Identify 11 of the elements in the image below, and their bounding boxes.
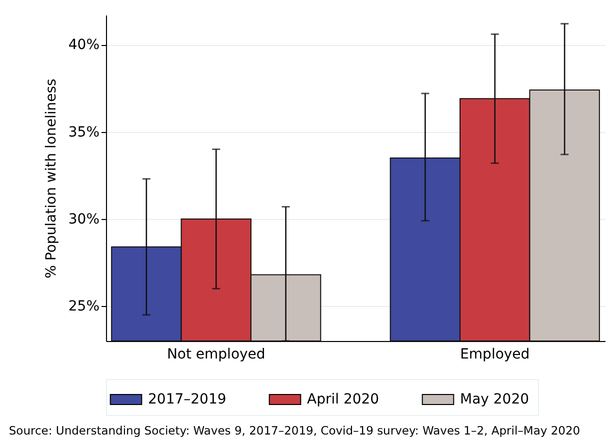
legend-label: May 2020 [460,391,530,408]
legend-label: 2017–2019 [148,391,226,408]
legend-label: April 2020 [307,391,380,408]
y-tick-label: 25% [68,298,100,315]
y-tick-label: 40% [68,37,100,54]
y-axis-title: % Population with loneliness [43,78,60,278]
x-tick-label: Employed [460,346,530,362]
y-tick-label: 35% [68,124,100,140]
source-note: Source: Understanding Society: Waves 9, 2017–2019, Covid–19 survey: Waves 1–2, April–May 2020 [8,424,580,438]
x-tick-label: Not employed [166,346,266,362]
y-tick-label: 30% [68,211,100,228]
